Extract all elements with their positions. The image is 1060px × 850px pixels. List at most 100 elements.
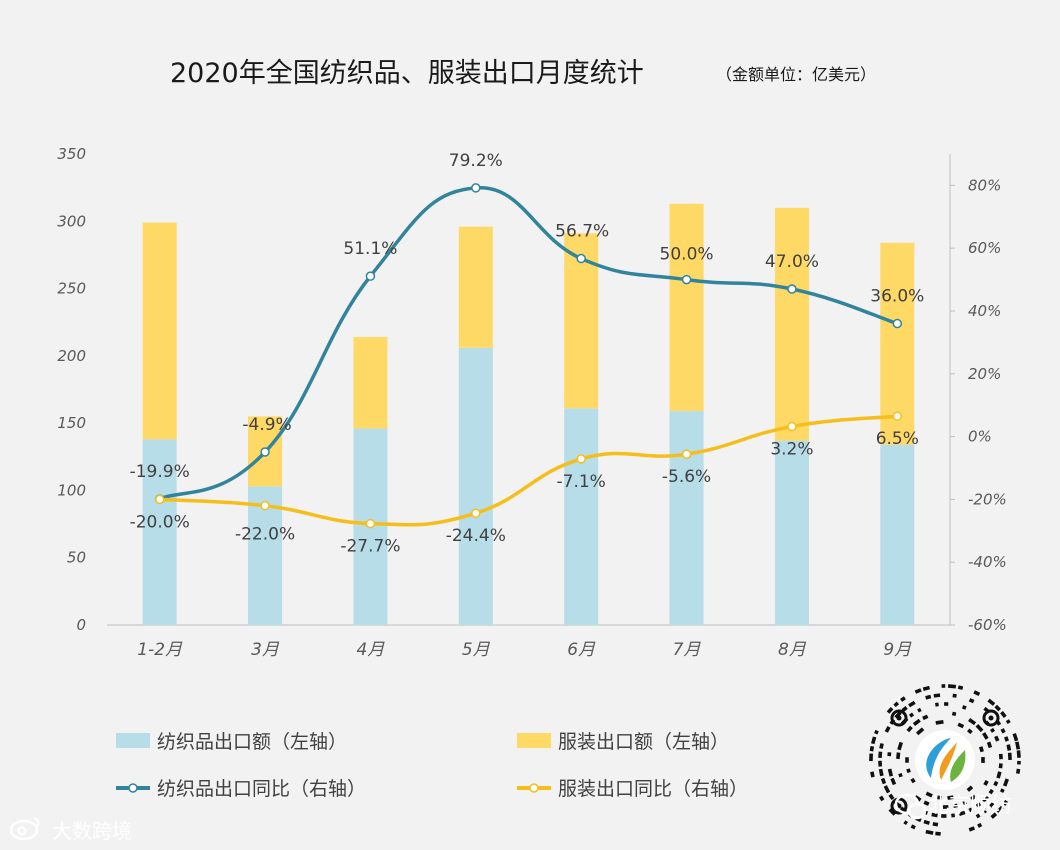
legend-marker-apparel-yoy — [529, 783, 539, 793]
point-textile-yoy — [260, 447, 270, 457]
legend-label-textile-yoy: 纺织品出口同比（右轴） — [157, 778, 366, 800]
qr-dot — [900, 696, 906, 702]
qr-dot — [906, 768, 911, 774]
right-axis-tick-label: -40% — [968, 553, 1007, 571]
qr-dot — [999, 788, 1005, 793]
qr-dot — [1002, 799, 1009, 806]
right-axis-tick-label: -60% — [968, 616, 1007, 634]
data-label-apparel-yoy: -20.0% — [130, 512, 190, 532]
point-apparel-yoy — [681, 449, 692, 459]
qr-dot — [962, 800, 968, 806]
left-axis-tick-label: 150 — [57, 414, 86, 432]
bar-apparel-value — [458, 226, 493, 348]
right-axis-tick-label: 40% — [968, 302, 1001, 320]
qr-dot — [887, 752, 892, 757]
qr-dot — [925, 694, 932, 700]
qr-dot — [961, 705, 967, 710]
qr-dot — [888, 808, 897, 816]
bar-textile-value — [142, 439, 177, 625]
bar-apparel-value — [880, 242, 915, 445]
point-textile-yoy — [892, 318, 903, 329]
qr-dot — [968, 807, 973, 813]
qr-dot — [886, 706, 894, 714]
data-label-textile-yoy: 51.1% — [343, 239, 397, 259]
qr-dot — [870, 736, 877, 745]
qr-dot — [947, 684, 957, 689]
data-label-textile-yoy: 47.0% — [765, 252, 819, 272]
qr-dot — [893, 701, 900, 708]
qr-dot — [1004, 736, 1009, 742]
qr-dot — [951, 711, 957, 717]
legend-label-apparel-value: 服装出口额（左轴） — [558, 731, 729, 753]
qr-dot — [998, 763, 1003, 769]
qr-dot — [1017, 760, 1021, 765]
qr-dot — [941, 684, 946, 688]
right-axis-tick-label: 80% — [968, 176, 1001, 194]
legend-swatch-textile-value — [116, 733, 150, 748]
qr-dot — [957, 722, 965, 729]
qr-dot — [975, 802, 982, 808]
bar-textile-value — [458, 347, 493, 625]
point-apparel-yoy — [154, 494, 165, 505]
right-axis-tick-label: 60% — [968, 239, 1001, 257]
x-axis-category-label: 8月 — [778, 640, 807, 660]
qr-dot — [906, 725, 913, 733]
qr-dot — [874, 729, 879, 735]
point-apparel-yoy — [787, 421, 797, 432]
data-label-apparel-yoy: -5.6% — [662, 467, 711, 487]
qr-dot — [973, 690, 981, 697]
x-axis-category-label: 1-2月 — [137, 640, 183, 660]
watermark-left: 大数跨境 — [9, 817, 132, 843]
chart-unit-note: （金额单位：亿美元） — [716, 65, 876, 84]
watermark-right: 北京顺纺 — [894, 793, 1012, 820]
data-label-apparel-yoy: -24.4% — [446, 526, 506, 546]
x-axis-category-label: 7月 — [673, 640, 702, 660]
qr-dot — [987, 698, 996, 706]
legend-label-textile-value: 纺织品出口额（左轴） — [157, 731, 347, 753]
qr-dot — [944, 702, 949, 706]
qr-dot — [982, 732, 989, 740]
data-label-textile-yoy: -4.9% — [242, 415, 291, 435]
qr-finder — [982, 709, 1000, 727]
legend: 纺织品出口额（左轴） 服装出口额（左轴） 纺织品出口同比（右轴） 服装出口同比（… — [116, 731, 748, 800]
qr-dot — [975, 724, 984, 733]
qr-dot — [986, 741, 993, 749]
right-axis-tick-label: 20% — [968, 365, 1001, 383]
watermark-right-text: 北京顺纺 — [928, 793, 1012, 817]
data-label-apparel-yoy: -7.1% — [557, 472, 606, 492]
qr-dot — [1006, 744, 1012, 751]
qr-dot — [994, 735, 1000, 742]
bar-apparel-value — [774, 207, 809, 441]
qr-dot — [968, 718, 977, 726]
qr-dot — [970, 794, 977, 801]
x-axis-category-label: 6月 — [567, 640, 596, 660]
line-apparel-yoy — [157, 414, 900, 527]
right-axis-tick-label: -20% — [968, 490, 1007, 508]
bar-textile-value — [880, 444, 915, 625]
x-axis-category-label: 9月 — [883, 640, 912, 660]
qr-dot — [897, 741, 903, 751]
qr-dot — [935, 702, 939, 707]
qr-dot — [968, 698, 975, 704]
qr-dot — [923, 819, 930, 825]
left-axis-tick-label: 0 — [76, 616, 86, 634]
qr-dot — [952, 693, 957, 698]
bar-apparel-value — [669, 203, 704, 412]
point-apparel-yoy — [576, 454, 586, 464]
left-axis-tick-label: 50 — [67, 549, 86, 567]
qr-dot — [990, 727, 995, 733]
qr-logo-swoosh-blue — [926, 738, 951, 778]
data-label-apparel-yoy: 6.5% — [876, 429, 919, 449]
qr-dot — [922, 685, 930, 691]
legend-swatch-apparel-value — [517, 733, 551, 748]
point-apparel-yoy — [892, 411, 903, 421]
point-apparel-yoy — [260, 500, 270, 511]
qr-dot — [990, 812, 998, 819]
wechat-icon — [894, 793, 927, 820]
bar-textile-value — [564, 408, 599, 625]
qr-dot — [908, 700, 916, 708]
x-axis-category-label: 5月 — [462, 640, 491, 660]
qr-dot — [981, 757, 985, 763]
qr-dot — [914, 795, 922, 802]
qr-dot — [1000, 711, 1007, 719]
